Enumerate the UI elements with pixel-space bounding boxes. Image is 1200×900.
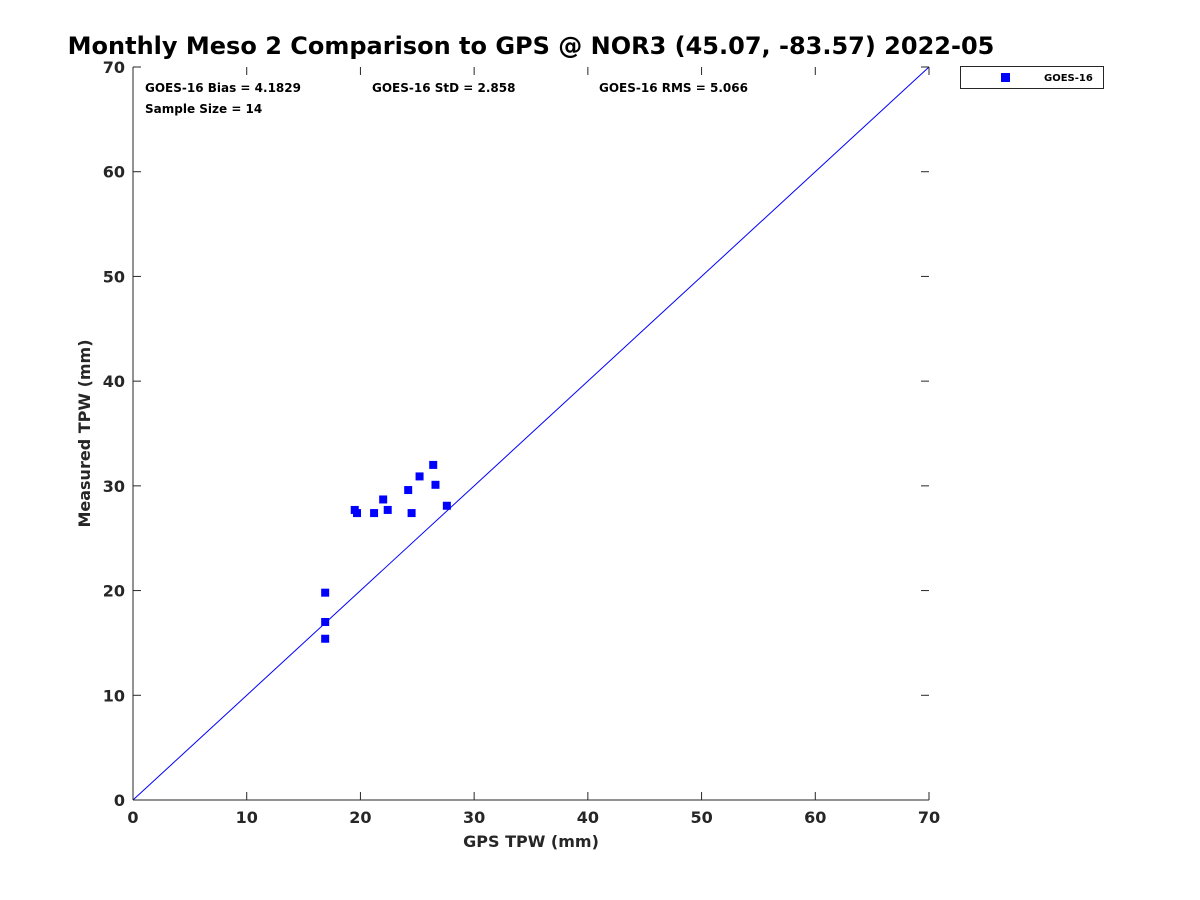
data-point bbox=[415, 472, 424, 481]
y-tick-label: 50 bbox=[103, 267, 125, 286]
legend: GOES-16 bbox=[960, 66, 1104, 89]
y-tick-label: 10 bbox=[103, 686, 125, 705]
plot-area: 0 10 20 30 40 50 60 70 0 10 20 30 40 50 60 70 bbox=[103, 58, 940, 827]
data-point bbox=[321, 617, 330, 626]
bias-annotation: GOES-16 Bias = 4.1829 bbox=[145, 81, 301, 95]
legend-label-goes16: GOES-16 bbox=[1044, 73, 1093, 84]
x-tick-label: 0 bbox=[127, 808, 138, 827]
data-point bbox=[407, 509, 416, 518]
x-tick-label: 30 bbox=[463, 808, 485, 827]
data-point bbox=[321, 588, 330, 597]
legend-marker-goes16 bbox=[1001, 73, 1010, 82]
x-tick-label: 10 bbox=[236, 808, 258, 827]
chart-title: Monthly Meso 2 Comparison to GPS @ NOR3 … bbox=[68, 32, 995, 60]
data-point bbox=[370, 509, 379, 518]
y-tick-label: 20 bbox=[103, 582, 125, 601]
legend-box bbox=[960, 66, 1104, 89]
y-tick-label: 0 bbox=[114, 791, 125, 810]
std-annotation: GOES-16 StD = 2.858 bbox=[372, 81, 515, 95]
y-tick-label: 40 bbox=[103, 372, 125, 391]
y-tick-label: 70 bbox=[103, 58, 125, 77]
data-point bbox=[442, 501, 451, 510]
y-axis-label: Measured TPW (mm) bbox=[75, 339, 94, 527]
x-tick-label: 60 bbox=[804, 808, 826, 827]
x-tick-label: 40 bbox=[577, 808, 599, 827]
data-point bbox=[379, 495, 388, 504]
x-axis-ticks: 0 10 20 30 40 50 60 70 bbox=[127, 67, 940, 827]
sample-size-annotation: Sample Size = 14 bbox=[145, 102, 262, 116]
rms-annotation: GOES-16 RMS = 5.066 bbox=[599, 81, 748, 95]
data-point bbox=[404, 486, 413, 495]
data-points-layer bbox=[321, 460, 451, 643]
data-point bbox=[321, 634, 330, 643]
data-point bbox=[431, 480, 440, 489]
y-tick-label: 60 bbox=[103, 163, 125, 182]
y-axis-ticks: 0 10 20 30 40 50 60 70 bbox=[103, 58, 929, 810]
data-point bbox=[429, 460, 438, 469]
one-to-one-line bbox=[132, 66, 930, 801]
y-tick-label: 30 bbox=[103, 477, 125, 496]
reference-line-layer bbox=[132, 66, 930, 801]
data-point bbox=[383, 505, 392, 514]
x-tick-label: 20 bbox=[349, 808, 371, 827]
x-tick-label: 50 bbox=[690, 808, 712, 827]
data-point bbox=[353, 509, 362, 518]
x-axis-label: GPS TPW (mm) bbox=[463, 832, 599, 851]
x-tick-label: 70 bbox=[918, 808, 940, 827]
